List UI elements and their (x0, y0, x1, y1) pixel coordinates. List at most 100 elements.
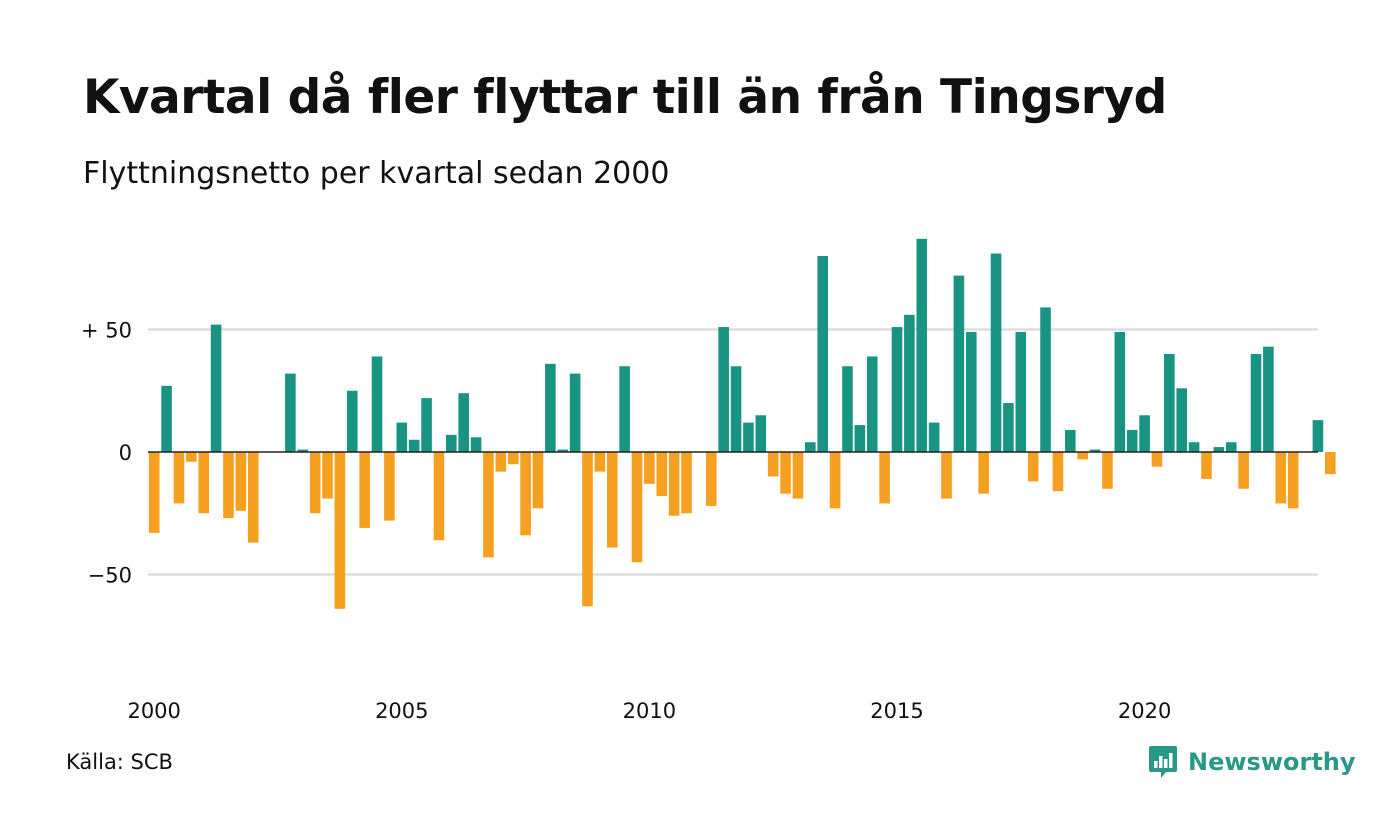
axes: + 50 0 −50 2000 2005 2010 2015 2020 (81, 319, 1318, 723)
bar-2019-q4 (1126, 429, 1138, 452)
source-note: Källa: SCB (66, 750, 173, 774)
bar-2003-q1 (297, 449, 309, 452)
bar-2019-q1 (1089, 449, 1101, 452)
brand-name: Newsworthy (1188, 748, 1356, 776)
bar-2008-q1 (545, 363, 556, 452)
bar-chart: + 50 0 −50 2000 2005 2010 2015 2020 (81, 238, 1336, 723)
bar-2012-q2 (755, 415, 767, 452)
y-tick-label: −50 (88, 564, 132, 588)
bar-2012-q1 (743, 422, 754, 452)
bars (148, 238, 1336, 609)
bar-2006-q4 (483, 452, 494, 558)
bar-2015-q2 (904, 314, 915, 452)
bar-2001-q4 (235, 452, 247, 511)
bar-2005-q2 (408, 439, 420, 452)
x-tick-label: 2010 (623, 699, 676, 723)
bar-2021-q3 (1213, 447, 1225, 452)
bar-2015-q4 (928, 422, 940, 452)
bar-2010-q4 (681, 452, 692, 514)
bar-2022-q4 (1275, 452, 1287, 504)
bar-2007-q3 (520, 452, 531, 536)
bar-2016-q4 (978, 452, 989, 494)
bar-2003-q4 (334, 452, 346, 609)
bar-2015-q3 (916, 238, 928, 452)
bar-2015-q1 (891, 327, 903, 452)
bar-2009-q3 (619, 366, 630, 452)
bar-2023-q1 (1287, 452, 1299, 509)
bar-2012-q4 (780, 452, 791, 494)
bar-2003-q3 (322, 452, 333, 499)
bar-2019-q3 (1114, 331, 1126, 452)
bar-2006-q2 (458, 393, 469, 452)
bar-2003-q2 (309, 452, 321, 514)
x-tick-label: 2000 (127, 699, 180, 723)
bar-2017-q1 (990, 253, 1002, 452)
bar-2009-q1 (594, 452, 606, 472)
bar-2023-q3 (1312, 420, 1324, 452)
bar-2013-q2 (805, 442, 816, 452)
bar-2004-q3 (371, 356, 383, 452)
bar-2017-q2 (1003, 403, 1014, 452)
bar-2021-q4 (1225, 442, 1237, 452)
bar-2014-q3 (866, 356, 878, 452)
bar-2011-q2 (705, 452, 717, 506)
bar-2018-q3 (1065, 429, 1076, 452)
bar-2017-q3 (1015, 331, 1027, 452)
bar-2007-q4 (532, 452, 544, 509)
x-tick-label: 2020 (1118, 699, 1171, 723)
bar-2013-q3 (817, 256, 829, 452)
bar-2013-q1 (792, 452, 804, 499)
bar-2012-q3 (767, 452, 779, 477)
bar-2022-q2 (1250, 354, 1262, 452)
bar-2004-q4 (384, 452, 395, 521)
bar-2020-q3 (1164, 354, 1175, 452)
bar-2016-q1 (941, 452, 952, 499)
bar-2004-q1 (346, 390, 358, 452)
bar-2004-q2 (359, 452, 370, 528)
y-tick-label: 0 (119, 441, 132, 465)
bar-2008-q3 (569, 373, 581, 452)
bar-2005-q1 (396, 422, 408, 452)
bar-2021-q2 (1201, 452, 1212, 479)
bar-2020-q1 (1139, 415, 1150, 452)
brand-logo: Newsworthy (1148, 744, 1356, 780)
bar-2000-q4 (186, 452, 197, 462)
newsworthy-logo-icon (1149, 746, 1177, 778)
bar-2005-q3 (421, 398, 432, 452)
bar-2002-q1 (247, 452, 259, 543)
bar-2001-q1 (198, 452, 210, 514)
bar-2021-q1 (1188, 442, 1200, 452)
bar-2014-q1 (842, 366, 853, 452)
bar-2007-q2 (507, 452, 519, 465)
bar-2002-q4 (285, 373, 296, 452)
bar-2005-q4 (433, 452, 445, 541)
bar-2022-q1 (1238, 452, 1249, 489)
bar-2016-q2 (953, 275, 965, 452)
bar-2018-q2 (1052, 452, 1064, 492)
y-tick-label: + 50 (81, 319, 132, 343)
x-tick-label: 2005 (375, 699, 428, 723)
bar-2007-q1 (495, 452, 507, 472)
bar-2010-q1 (644, 452, 655, 484)
bar-2000-q3 (173, 452, 185, 504)
bar-2011-q4 (730, 366, 742, 452)
bar-2010-q3 (668, 452, 680, 516)
bar-2020-q4 (1176, 388, 1188, 452)
bar-2011-q3 (718, 327, 729, 452)
bar-2014-q2 (854, 425, 866, 452)
bar-2017-q4 (1027, 452, 1039, 482)
x-tick-label: 2015 (870, 699, 923, 723)
bar-2008-q2 (557, 449, 569, 452)
bar-2009-q4 (631, 452, 643, 563)
bar-2001-q3 (223, 452, 234, 519)
bar-2019-q2 (1102, 452, 1113, 489)
bar-2001-q2 (210, 324, 222, 452)
bar-2000-q1 (148, 452, 160, 533)
bar-2013-q4 (829, 452, 841, 509)
bar-2023-q4 (1324, 452, 1336, 475)
bar-2018-q4 (1077, 452, 1088, 460)
bar-2006-q1 (446, 434, 457, 452)
chart-subtitle: Flyttningsnetto per kvartal sedan 2000 (83, 156, 670, 191)
bar-2008-q4 (582, 452, 593, 607)
bar-2016-q3 (965, 331, 977, 452)
